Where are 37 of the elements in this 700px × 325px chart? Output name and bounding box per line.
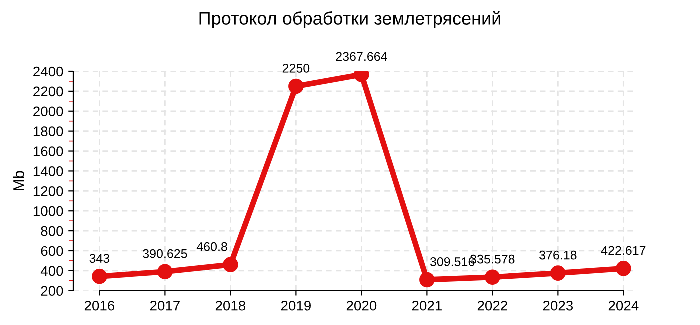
- y-tick-label: 800: [41, 226, 64, 236]
- y-tick-label: 600: [41, 246, 64, 256]
- point: [485, 270, 500, 285]
- data-label: 390.625: [143, 249, 188, 258]
- data-label: 460.8: [196, 242, 228, 252]
- point: [223, 257, 238, 273]
- y-tick-label: 1800: [34, 126, 64, 136]
- x-tick-label: 2017: [150, 300, 180, 311]
- y-tick-label: 2000: [34, 106, 64, 117]
- x-tick-label: 2023: [543, 300, 574, 311]
- point: [616, 261, 632, 276]
- y-tick-label: 1000: [34, 206, 64, 216]
- x-tick-label: 2022: [478, 300, 508, 311]
- x-tick-label: 2020: [346, 300, 377, 311]
- x-tick-label: 2018: [216, 300, 246, 311]
- x-tick-label: 2019: [281, 300, 311, 311]
- y-tick-label: 1200: [34, 186, 64, 196]
- y-tick-label: 2200: [34, 86, 64, 97]
- data-label: 376.18: [540, 250, 577, 260]
- chart-title: Протокол обработки землетрясений: [200, 11, 500, 29]
- point: [92, 268, 108, 284]
- x-tick-label: 2021: [412, 300, 442, 311]
- point: [420, 272, 435, 288]
- data-label: 2250: [282, 64, 310, 73]
- x-tick-label: 2016: [84, 300, 115, 311]
- point: [158, 264, 173, 280]
- point: [550, 266, 566, 281]
- y-tick-label: 2400: [34, 66, 64, 77]
- y-tick-label: 200: [41, 286, 64, 296]
- y-axis-title: Mb: [13, 171, 24, 191]
- y-tick-label: 1400: [34, 166, 64, 176]
- data-label: 422.617: [601, 246, 646, 256]
- data-label: 2367.664: [336, 52, 388, 62]
- y-tick-label: 400: [40, 266, 64, 276]
- data-label: 343: [90, 254, 110, 264]
- y-tick-label: 1600: [34, 146, 64, 156]
- x-tick-label: 2024: [608, 300, 639, 311]
